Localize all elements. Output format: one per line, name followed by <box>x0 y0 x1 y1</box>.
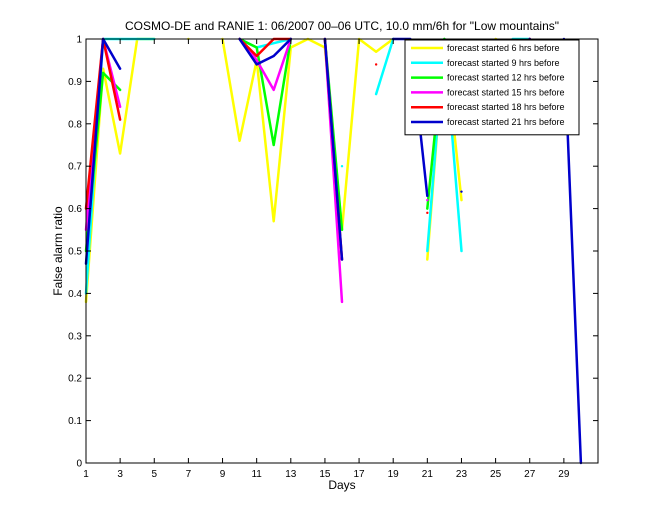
x-tick-label: 5 <box>151 469 157 480</box>
series-point <box>426 211 429 215</box>
x-tick-label: 29 <box>558 469 570 480</box>
series-line <box>84 37 156 304</box>
legend-label: forecast started 6 hrs before <box>447 43 560 53</box>
x-tick-label: 11 <box>251 469 262 480</box>
chart-title: COSMO-DE and RANIE 1: 06/2007 00–06 UTC,… <box>125 19 559 33</box>
x-axis-label: Days <box>328 478 355 492</box>
x-tick-label: 19 <box>388 469 400 480</box>
y-tick-label: 0.5 <box>68 247 82 258</box>
y-tick-label: 1 <box>76 35 82 46</box>
legend-box <box>404 39 580 136</box>
y-tick-label: 0 <box>76 459 82 470</box>
x-tick-label: 15 <box>319 469 331 480</box>
y-tick-label: 0.7 <box>68 162 82 173</box>
series-point <box>340 165 344 168</box>
y-tick-label: 0.8 <box>68 119 82 130</box>
x-tick-label: 23 <box>456 469 468 480</box>
series-line <box>238 37 293 147</box>
series-point <box>374 63 378 66</box>
y-tick-label: 0.3 <box>68 331 82 342</box>
legend-label: forecast started 12 hrs before <box>447 73 565 83</box>
y-tick-label: 0.1 <box>68 416 82 427</box>
legend-label: forecast started 21 hrs before <box>447 117 565 127</box>
series-line <box>374 37 395 96</box>
x-tick-label: 3 <box>117 469 123 480</box>
x-tick-label: 1 <box>83 469 89 480</box>
x-tick-label: 21 <box>422 469 434 480</box>
series-line <box>221 37 395 232</box>
x-axis: 1 3 5 7 9 11 13 15 17 19 21 23 25 27 29 <box>83 39 570 480</box>
series-line <box>323 37 344 261</box>
series-point <box>426 198 429 202</box>
series-line <box>238 37 293 66</box>
y-axis: 0 0.1 0.2 0.3 0.4 0.5 0.6 0.7 0.8 0.9 1 <box>68 35 598 470</box>
legend: forecast started 6 hrs before forecast st… <box>404 39 580 136</box>
series-point <box>460 190 463 193</box>
x-tick-label: 9 <box>220 469 226 480</box>
x-tick-label: 25 <box>490 469 502 480</box>
x-tick-label: 27 <box>524 469 536 480</box>
legend-label: forecast started 9 hrs before <box>447 58 560 68</box>
y-tick-label: 0.9 <box>68 77 82 88</box>
legend-label: forecast started 18 hrs before <box>447 102 565 112</box>
x-tick-label: 13 <box>285 469 297 480</box>
y-tick-label: 0.2 <box>68 374 82 385</box>
legend-label: forecast started 15 hrs before <box>447 87 565 97</box>
y-tick-label: 0.6 <box>68 204 82 215</box>
x-tick-label: 7 <box>186 469 192 480</box>
y-tick-label: 0.4 <box>68 289 82 300</box>
y-axis-label: False alarm ratio <box>51 206 65 296</box>
x-tick-label: 17 <box>354 469 366 480</box>
